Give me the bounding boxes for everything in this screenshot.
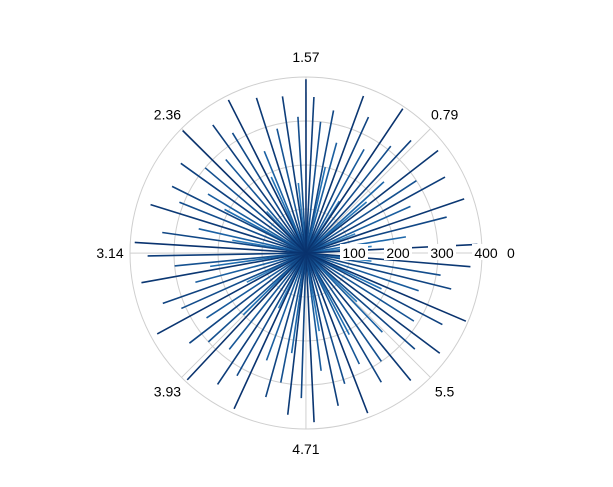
radial-tick-label: 100 xyxy=(342,245,366,261)
stem xyxy=(305,252,383,383)
stem xyxy=(195,252,307,284)
stem xyxy=(305,252,412,382)
stem xyxy=(186,252,307,381)
stem xyxy=(305,95,365,254)
stem xyxy=(206,252,307,319)
stem xyxy=(233,252,307,410)
stem xyxy=(279,252,307,383)
stem xyxy=(198,228,307,254)
stem xyxy=(305,149,439,254)
stem xyxy=(305,181,385,254)
angular-tick-label: 4.71 xyxy=(292,441,319,457)
stem xyxy=(231,132,307,254)
stem xyxy=(207,193,307,254)
stem xyxy=(263,150,307,254)
stem xyxy=(305,252,383,333)
grid-spoke xyxy=(305,128,431,254)
stem xyxy=(300,252,307,399)
stem xyxy=(212,124,307,254)
stem xyxy=(305,198,465,254)
stem xyxy=(156,252,307,335)
radial-tick-label: 400 xyxy=(474,245,498,261)
stem xyxy=(305,148,365,254)
stem xyxy=(265,252,307,361)
stem xyxy=(305,110,335,254)
stem xyxy=(236,252,307,377)
stem xyxy=(305,252,322,371)
stem xyxy=(305,252,467,322)
stem xyxy=(305,108,404,254)
stem xyxy=(305,176,446,254)
stem xyxy=(147,252,307,257)
stem xyxy=(180,162,307,254)
radial-label-bg xyxy=(472,244,500,260)
stem xyxy=(162,231,307,254)
stem xyxy=(227,99,307,254)
stem xyxy=(162,252,307,305)
stem xyxy=(181,252,307,310)
radial-tick-label: 300 xyxy=(430,245,454,261)
angular-tick-label: 0 xyxy=(507,245,515,261)
stem xyxy=(305,252,441,354)
radial-label-bg xyxy=(340,244,368,260)
stem xyxy=(305,252,443,326)
stem xyxy=(305,252,383,362)
stem xyxy=(305,205,411,254)
stem xyxy=(305,96,315,254)
stem xyxy=(141,252,307,284)
angular-tick-label: 3.14 xyxy=(96,245,123,261)
stem xyxy=(150,203,307,254)
stem xyxy=(305,142,338,254)
stem xyxy=(305,252,441,276)
angular-tick-labels: 0 0.79 1.57 2.36 3.14 3.93 4.71 5.5 xyxy=(96,49,515,457)
angular-tick-label: 3.93 xyxy=(154,384,181,400)
stem xyxy=(305,252,361,365)
radial-label-bg xyxy=(428,244,456,260)
stem xyxy=(207,252,307,343)
polar-stems xyxy=(134,79,478,423)
stem xyxy=(305,252,452,290)
stem xyxy=(305,252,419,292)
stem xyxy=(281,96,307,254)
angular-tick-label: 0.79 xyxy=(431,106,458,122)
stem xyxy=(305,252,369,414)
stem xyxy=(305,116,370,254)
angular-tick-label: 2.36 xyxy=(154,106,181,122)
stem xyxy=(305,139,412,254)
stem xyxy=(297,116,307,254)
angular-tick-label: 5.5 xyxy=(435,384,455,400)
stem xyxy=(305,252,415,322)
stem xyxy=(305,252,315,423)
stem xyxy=(174,252,307,267)
stem xyxy=(264,252,307,398)
stem xyxy=(216,252,307,385)
stem xyxy=(305,145,392,254)
stem xyxy=(255,97,307,254)
stem xyxy=(182,130,307,254)
stem xyxy=(305,179,417,254)
stem xyxy=(225,158,307,254)
stem xyxy=(286,252,307,415)
stem xyxy=(305,252,339,407)
stem xyxy=(276,128,307,254)
stem xyxy=(171,185,307,254)
stem xyxy=(134,241,307,254)
angular-tick-label: 1.57 xyxy=(292,49,319,65)
stem xyxy=(179,201,307,254)
stem xyxy=(305,252,346,385)
stem xyxy=(305,252,416,350)
radial-tick-labels: 100 200 300 400 xyxy=(340,244,500,261)
stem xyxy=(204,167,307,254)
radial-tick-label: 200 xyxy=(386,245,410,261)
stem xyxy=(305,216,447,254)
stem xyxy=(305,121,322,254)
stem xyxy=(188,252,307,344)
stem xyxy=(228,252,307,350)
radial-label-bg xyxy=(384,244,412,260)
